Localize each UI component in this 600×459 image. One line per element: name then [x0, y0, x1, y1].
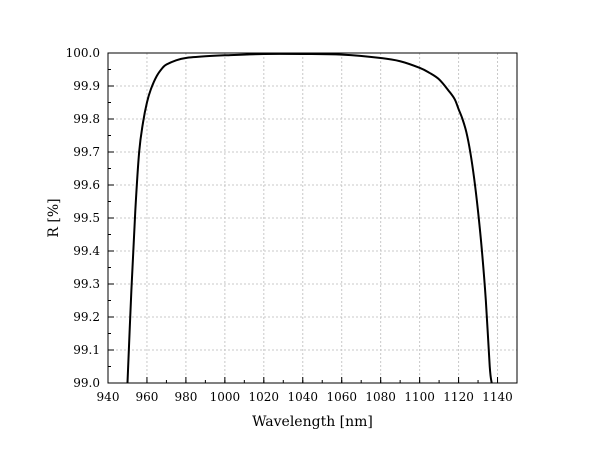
y-tick-label: 99.7 [73, 145, 100, 159]
y-tick-label: 99.6 [73, 178, 100, 192]
x-tick-label: 940 [97, 390, 120, 404]
y-tick-label: 99.2 [73, 310, 100, 324]
y-tick-label: 99.8 [73, 112, 100, 126]
x-axis-title: Wavelength [nm] [252, 414, 373, 430]
x-tick-labels: 940 960 980 1000 1020 1040 1060 1080 1100 1120 114… [97, 390, 513, 404]
y-tick-label: 99.5 [73, 211, 100, 225]
x-tick-label: 1060 [326, 390, 357, 404]
x-tick-label: 980 [174, 390, 197, 404]
x-tick-label: 1040 [287, 390, 318, 404]
y-tick-label: 99.1 [73, 343, 100, 357]
grid [108, 53, 517, 383]
y-tick-label: 100.0 [66, 46, 100, 60]
x-tick-label: 1100 [404, 390, 435, 404]
y-axis-title: R [%] [46, 198, 62, 237]
x-tick-label: 1080 [365, 390, 396, 404]
x-tick-label: 960 [135, 390, 158, 404]
x-tick-label: 1120 [443, 390, 474, 404]
x-tick-label: 1000 [210, 390, 241, 404]
y-tick-label: 99.0 [73, 376, 100, 390]
y-tick-label: 99.4 [73, 244, 100, 258]
x-tick-label: 1020 [249, 390, 280, 404]
x-tick-label: 1140 [482, 390, 513, 404]
y-tick-label: 99.9 [73, 79, 100, 93]
y-tick-label: 99.3 [73, 277, 100, 291]
y-tick-labels: 99.0 99.1 99.2 99.3 99.4 99.5 99.6 99.7 99.8 99.9… [66, 46, 101, 390]
reflectance-curve [126, 52, 493, 384]
axis-ticks [107, 52, 518, 384]
